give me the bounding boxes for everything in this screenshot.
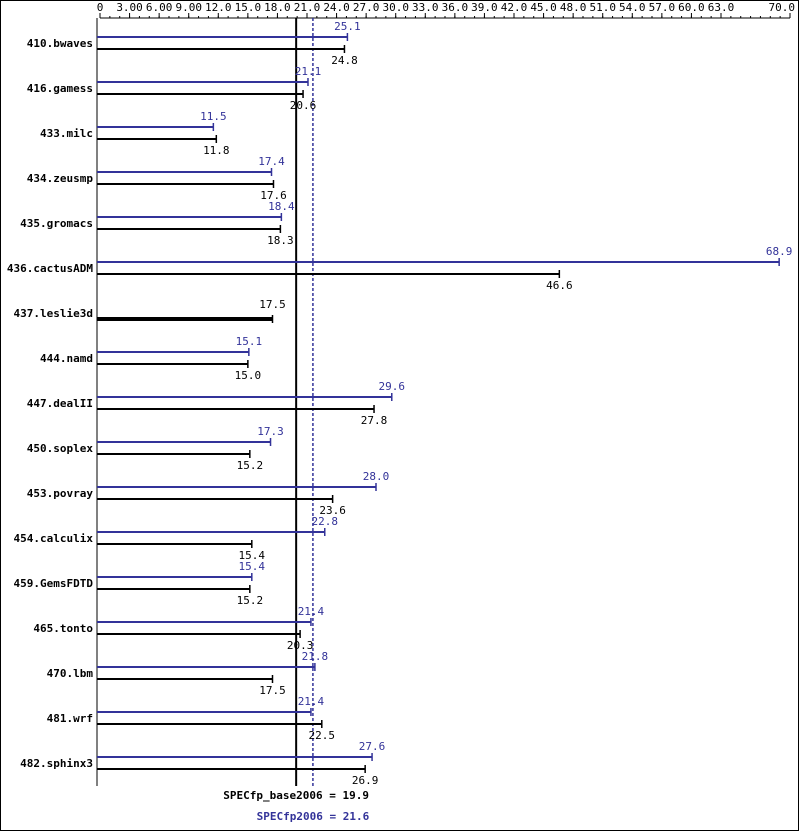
value-label: 29.6 — [379, 380, 406, 393]
x-tick-label: 0 — [97, 1, 104, 14]
value-label: 17.6 — [260, 189, 287, 202]
value-label: 46.6 — [546, 279, 573, 292]
category-label: 434.zeusmp — [27, 172, 94, 185]
category-label: 459.GemsFDTD — [14, 577, 94, 590]
value-label: 24.8 — [331, 54, 358, 67]
value-label: 21.4 — [298, 605, 325, 618]
value-label: 68.9 — [766, 245, 793, 258]
value-label: 28.0 — [363, 470, 390, 483]
x-tick-label: 57.0 — [649, 1, 676, 14]
value-label: 17.3 — [257, 425, 284, 438]
x-tick-label: 18.0 — [264, 1, 291, 14]
category-label: 435.gromacs — [20, 217, 93, 230]
category-label: 433.milc — [40, 127, 93, 140]
category-label: 453.povray — [27, 487, 94, 500]
value-label: 15.2 — [237, 459, 264, 472]
value-label: 22.5 — [309, 729, 336, 742]
x-tick-label: 42.0 — [501, 1, 528, 14]
value-label: 27.6 — [359, 740, 386, 753]
x-tick-label: 60.0 — [678, 1, 705, 14]
x-tick-label: 70.0 — [769, 1, 796, 14]
value-label: 18.3 — [267, 234, 294, 247]
x-tick-label: 63.0 — [708, 1, 735, 14]
value-label: 17.5 — [259, 298, 286, 311]
category-label: 437.leslie3d — [14, 307, 93, 320]
reference-label: SPECfp2006 = 21.6 — [257, 810, 370, 823]
category-label: 481.wrf — [47, 712, 93, 725]
value-label: 15.0 — [235, 369, 262, 382]
category-label: 450.soplex — [27, 442, 94, 455]
value-label: 20.6 — [290, 99, 317, 112]
x-tick-label: 45.0 — [530, 1, 557, 14]
x-tick-label: 27.0 — [353, 1, 380, 14]
value-label: 26.9 — [352, 774, 379, 787]
category-label: 416.gamess — [27, 82, 93, 95]
x-tick-label: 24.0 — [323, 1, 350, 14]
value-label: 15.1 — [236, 335, 263, 348]
x-tick-label: 33.0 — [412, 1, 439, 14]
x-tick-label: 39.0 — [471, 1, 498, 14]
x-tick-label: 36.0 — [442, 1, 469, 14]
value-label: 11.8 — [203, 144, 230, 157]
category-label: 454.calculix — [14, 532, 94, 545]
value-label: 21.1 — [295, 65, 322, 78]
value-label: 11.5 — [200, 110, 227, 123]
value-label: 15.2 — [237, 594, 264, 607]
value-label: 27.8 — [361, 414, 388, 427]
x-tick-label: 3.00 — [116, 1, 143, 14]
category-label: 444.namd — [40, 352, 93, 365]
category-label: 447.dealII — [27, 397, 93, 410]
value-label: 17.5 — [259, 684, 286, 697]
x-tick-label: 6.00 — [146, 1, 173, 14]
category-label: 436.cactusADM — [7, 262, 93, 275]
category-label: 470.lbm — [47, 667, 94, 680]
value-label: 20.3 — [287, 639, 314, 652]
x-tick-label: 9.00 — [175, 1, 202, 14]
value-label: 22.8 — [311, 515, 338, 528]
x-tick-label: 54.0 — [619, 1, 646, 14]
value-label: 18.4 — [268, 200, 295, 213]
value-label: 15.4 — [239, 549, 266, 562]
x-tick-label: 30.0 — [382, 1, 409, 14]
category-label: 410.bwaves — [27, 37, 93, 50]
reference-label: SPECfp_base2006 = 19.9 — [223, 789, 369, 802]
value-label: 17.4 — [258, 155, 285, 168]
value-label: 15.4 — [239, 560, 266, 573]
category-label: 465.tonto — [33, 622, 93, 635]
value-label: 25.1 — [334, 20, 361, 33]
x-tick-label: 15.0 — [235, 1, 262, 14]
x-tick-label: 51.0 — [589, 1, 616, 14]
value-label: 23.6 — [319, 504, 346, 517]
x-tick-label: 12.0 — [205, 1, 232, 14]
x-tick-label: 48.0 — [560, 1, 587, 14]
value-label: 21.4 — [298, 695, 325, 708]
category-label: 482.sphinx3 — [20, 757, 93, 770]
x-tick-label: 21.0 — [294, 1, 321, 14]
value-label: 21.8 — [302, 650, 329, 663]
